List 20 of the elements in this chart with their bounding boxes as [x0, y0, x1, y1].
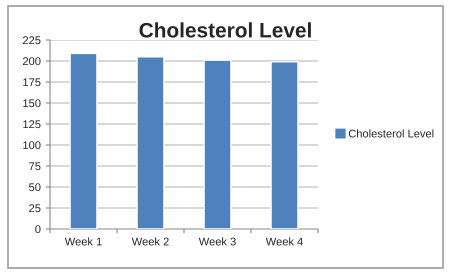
y-tick-label: 225 [22, 36, 41, 44]
bar [203, 59, 232, 229]
bar [69, 52, 98, 229]
y-tick-label: 75 [29, 162, 41, 170]
bar [136, 56, 165, 229]
x-tick-label: Week 4 [266, 237, 303, 246]
x-tick-label: Week 3 [198, 237, 236, 246]
y-tick-label: 0 [35, 225, 41, 234]
y-tick-label: 125 [23, 120, 41, 128]
legend-label: Cholesterol Level [348, 129, 434, 138]
x-tick-label: Week 1 [64, 237, 102, 246]
y-tick-label: 50 [29, 183, 41, 192]
bar [270, 61, 299, 229]
chart-title: Cholesterol Level [140, 22, 311, 38]
y-tick-label: 200 [22, 57, 41, 66]
y-tick-label: 100 [23, 141, 41, 150]
y-tick-label: 175 [23, 78, 41, 86]
x-tick-label: Week 2 [132, 237, 169, 246]
y-tick-label: 25 [29, 204, 41, 212]
y-tick-label: 150 [23, 99, 41, 108]
